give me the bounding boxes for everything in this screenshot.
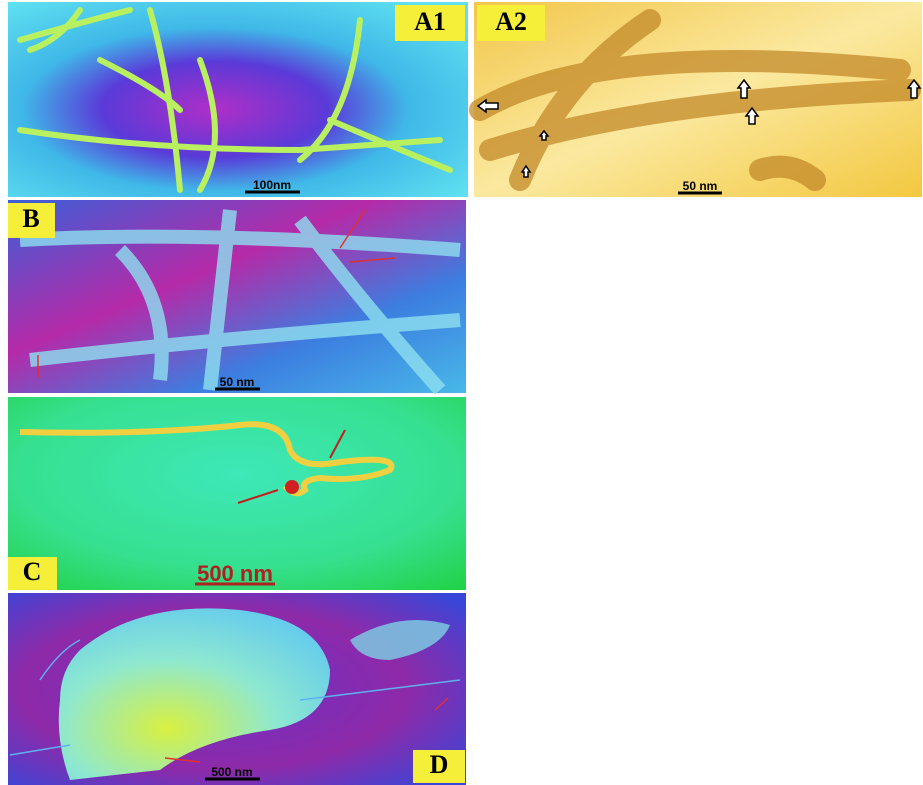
spot bbox=[285, 480, 299, 494]
page: A1 100nm A2 50 nm B 50 nm bbox=[0, 0, 923, 785]
panel-label: A2 bbox=[495, 7, 527, 36]
panel-d: D 500 nm bbox=[8, 593, 466, 785]
panel-a1: A1 100nm bbox=[8, 2, 468, 197]
panel-a2: A2 50 nm bbox=[474, 2, 922, 197]
scale-label: 500 nm bbox=[197, 561, 273, 586]
panel-b: B 50 nm bbox=[8, 200, 466, 393]
scale-label: 50 nm bbox=[220, 375, 255, 389]
panel-c: C 500 nm bbox=[8, 397, 466, 590]
scale-label: 50 nm bbox=[683, 179, 718, 193]
scale-label: 100nm bbox=[253, 178, 291, 192]
scale-label: 500 nm bbox=[211, 765, 252, 779]
figure: A1 100nm A2 50 nm B 50 nm bbox=[0, 0, 923, 785]
panel-label: B bbox=[22, 204, 39, 233]
image bbox=[8, 200, 466, 393]
panel-label: D bbox=[430, 750, 449, 779]
panel-label: C bbox=[23, 557, 42, 586]
panel-label: A1 bbox=[414, 7, 446, 36]
